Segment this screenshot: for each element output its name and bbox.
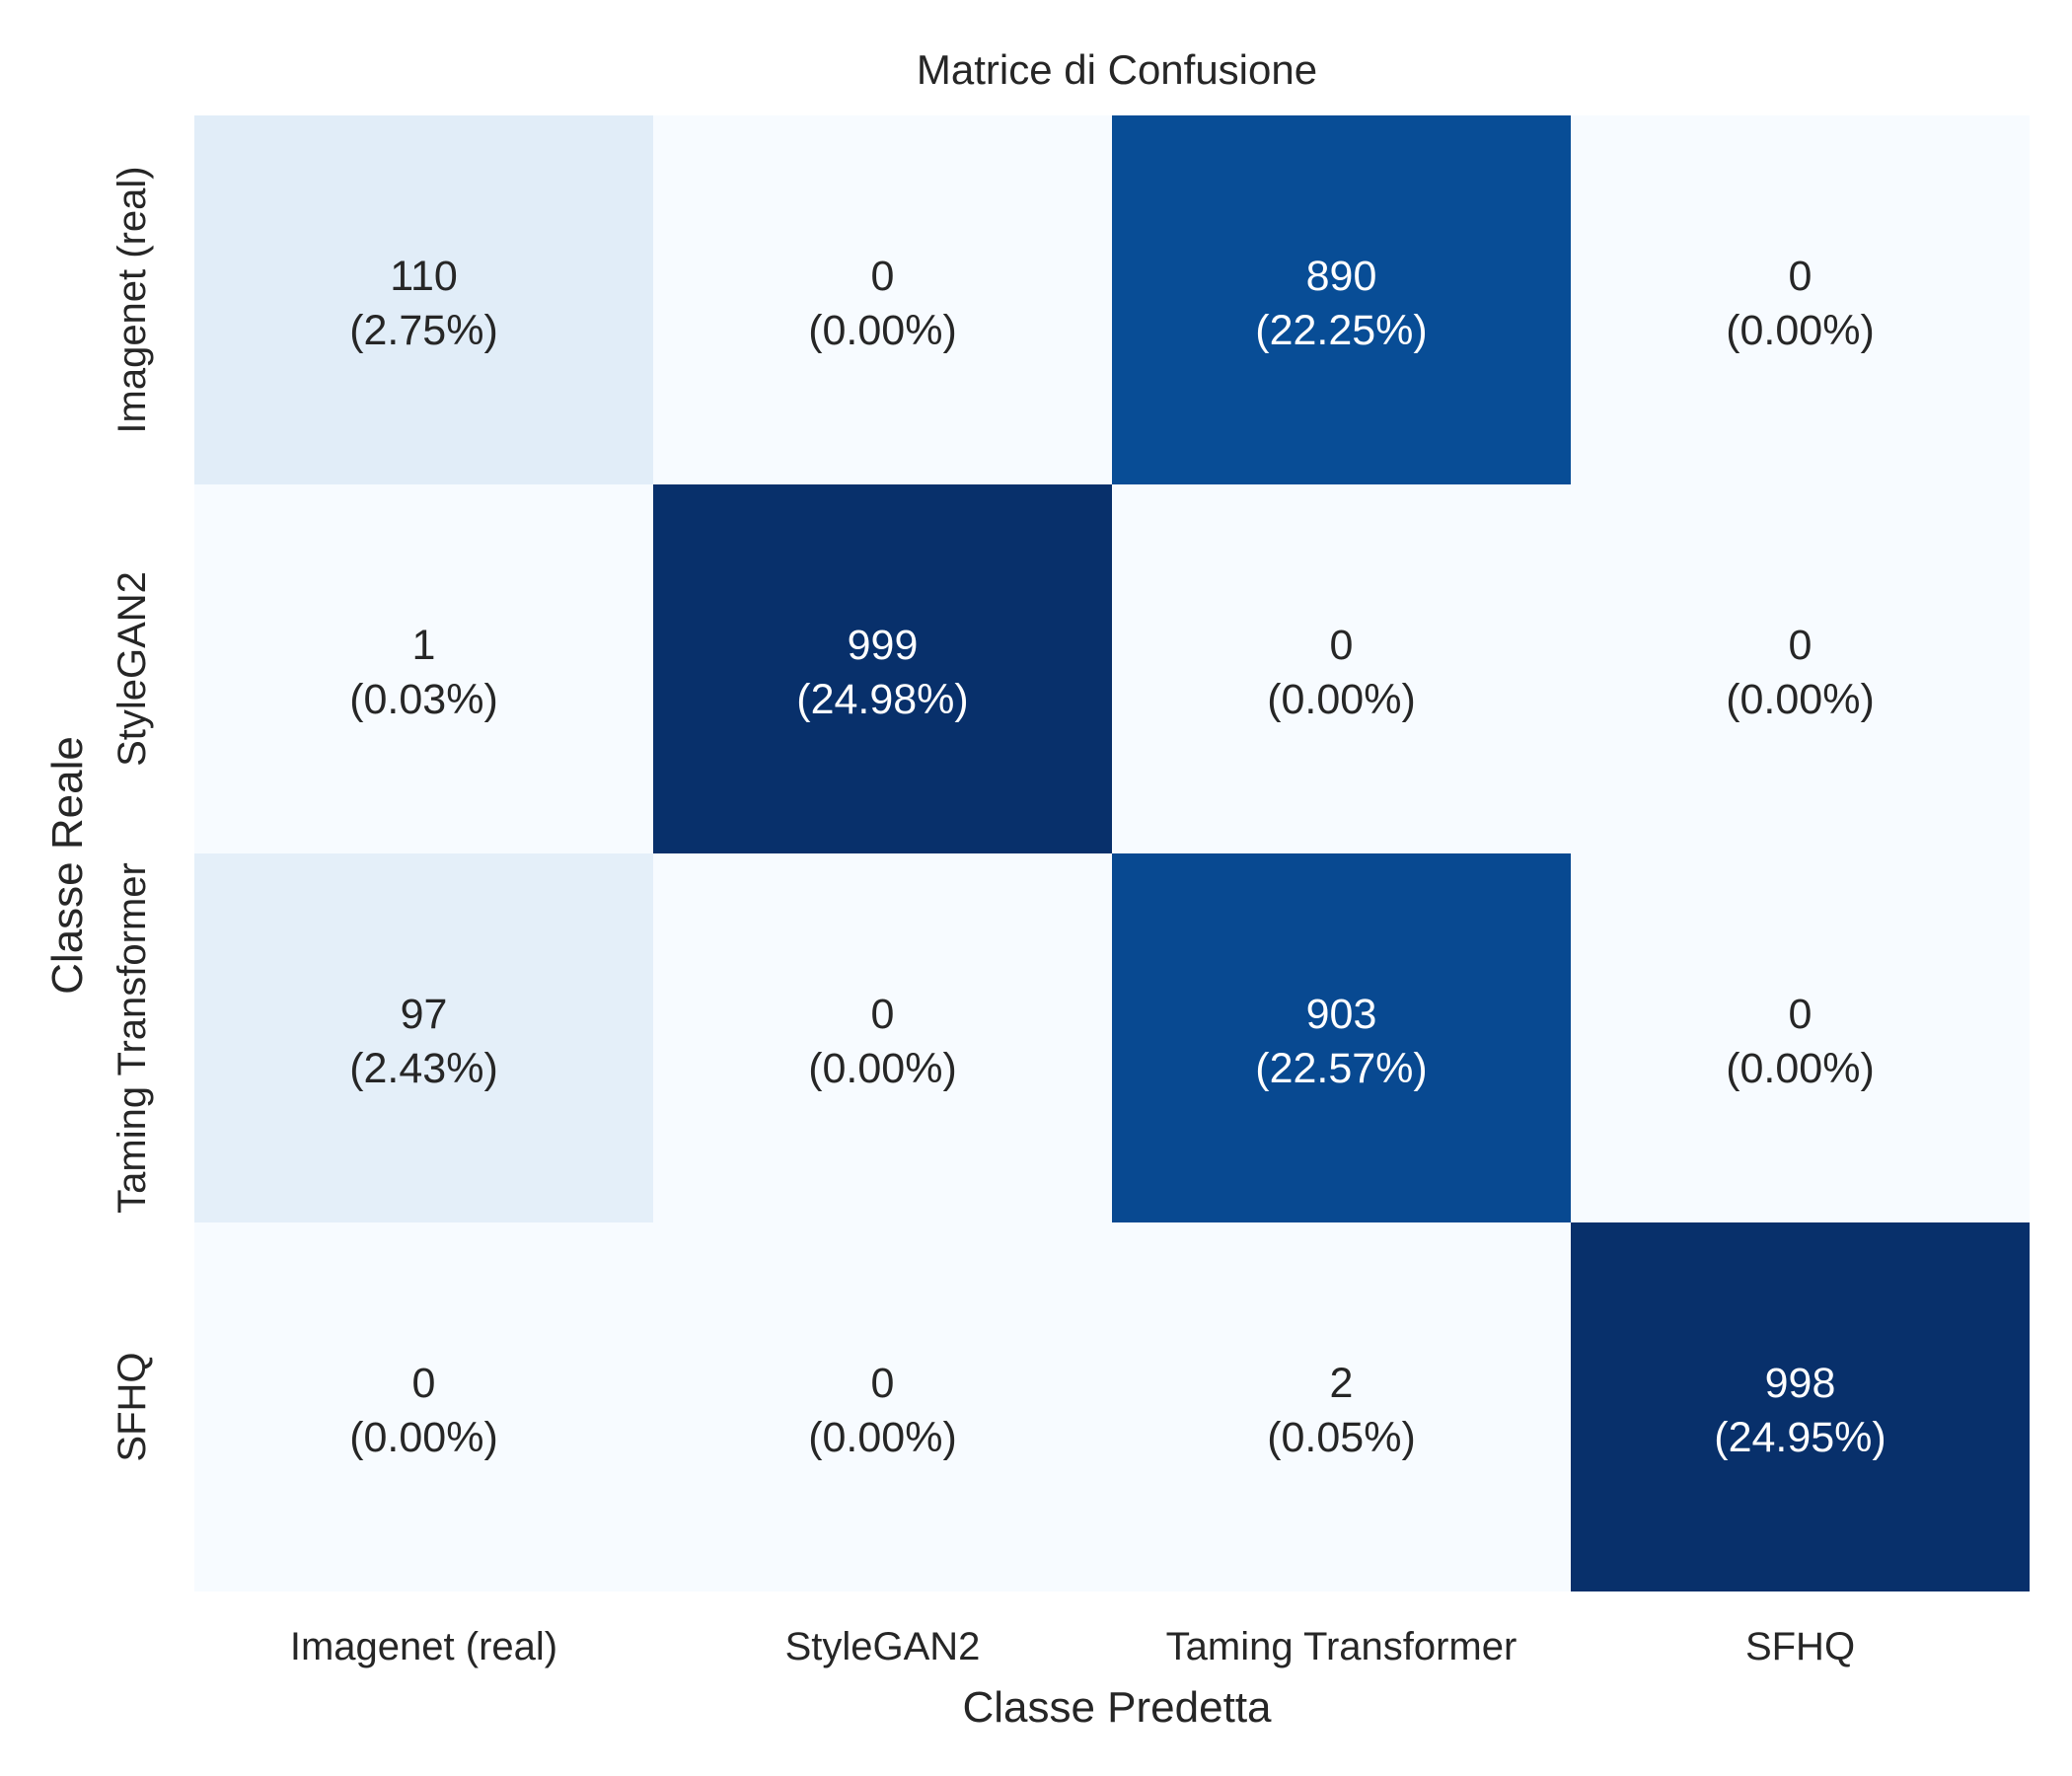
cell-percent-label-r2-c3: (0.00%) [1726,1045,1875,1092]
cell-count-label-r2-c3: 0 [1789,991,1813,1038]
heatmap-cell-r3-c2 [1112,1222,1571,1591]
cell-count-label-r2-c2: 903 [1306,991,1377,1038]
x-axis-label: Classe Predetta [962,1683,1272,1732]
cell-percent-label-r1-c1: (24.98%) [796,676,968,723]
y-tick-label-0: Imagenet (real) [111,166,154,433]
x-tick-label-0: Imagenet (real) [290,1625,557,1668]
heatmap-cell-r0-c2 [1112,115,1571,484]
cell-percent-label-r1-c0: (0.03%) [349,676,498,723]
y-tick-label-3: SFHQ [111,1352,154,1461]
y-tick-label-1: StyleGAN2 [111,571,154,767]
heatmap-cells: 110 (2.75%) 0 (0.00%) 890 (22.25%) 0 (0.00%) 1 (0… [194,115,2030,1591]
heatmap-cell-r3-c0 [194,1222,653,1591]
cell-count-label-r0-c0: 110 [390,253,458,300]
cell-count-label-r1-c2: 0 [1330,622,1354,669]
cell-count-label-r3-c3: 998 [1765,1360,1836,1407]
heatmap-cell-r2-c3 [1571,853,2030,1222]
heatmap-cell-r3-c1 [653,1222,1112,1591]
cell-count-label-r0-c3: 0 [1789,253,1813,300]
x-tick-label-2: Taming Transformer [1166,1625,1517,1668]
cell-count-label-r2-c0: 97 [401,991,448,1038]
cell-percent-label-r0-c3: (0.00%) [1726,307,1875,354]
cell-count-label-r3-c0: 0 [412,1360,436,1407]
x-tick-labels: Imagenet (real) StyleGAN2 Taming Transform… [290,1625,1855,1668]
heatmap-cell-r1-c2 [1112,484,1571,853]
cell-percent-label-r2-c0: (2.43%) [349,1045,498,1092]
cell-count-label-r1-c1: 999 [848,622,919,669]
x-tick-label-3: SFHQ [1745,1625,1855,1668]
cell-percent-label-r1-c2: (0.00%) [1267,676,1416,723]
cell-count-label-r0-c2: 890 [1306,253,1377,300]
cell-percent-label-r0-c0: (2.75%) [349,307,498,354]
chart-title: Matrice di Confusione [917,46,1317,93]
heatmap-cell-r0-c1 [653,115,1112,484]
cell-percent-label-r3-c2: (0.05%) [1267,1414,1416,1461]
heatmap-cell-r2-c1 [653,853,1112,1222]
heatmap-cell-r2-c0 [194,853,653,1222]
heatmap-cell-r0-c3 [1571,115,2030,484]
cell-percent-label-r1-c3: (0.00%) [1726,676,1875,723]
cell-percent-label-r2-c1: (0.00%) [808,1045,957,1092]
y-tick-label-2: Taming Transformer [111,862,154,1214]
heatmap-cell-r2-c2 [1112,853,1571,1222]
cell-percent-label-r0-c2: (22.25%) [1255,307,1427,354]
y-axis-label: Classe Reale [43,736,92,995]
heatmap-cell-r3-c3 [1571,1222,2030,1591]
x-tick-label-1: StyleGAN2 [785,1625,981,1668]
cell-percent-label-r3-c0: (0.00%) [349,1414,498,1461]
heatmap-cell-r1-c0 [194,484,653,853]
cell-percent-label-r0-c1: (0.00%) [808,307,957,354]
y-tick-labels: Imagenet (real) StyleGAN2 Taming Transform… [111,166,154,1461]
heatmap-cell-r1-c1 [653,484,1112,853]
heatmap-cell-r0-c0 [194,115,653,484]
cell-count-label-r1-c0: 1 [412,622,436,669]
cell-percent-label-r3-c3: (24.95%) [1714,1414,1886,1461]
cell-count-label-r1-c3: 0 [1789,622,1813,669]
cell-count-label-r2-c1: 0 [871,991,895,1038]
heatmap-cell-r1-c3 [1571,484,2030,853]
cell-percent-label-r3-c1: (0.00%) [808,1414,957,1461]
cell-count-label-r0-c1: 0 [871,253,895,300]
cell-percent-label-r2-c2: (22.57%) [1255,1045,1427,1092]
cell-count-label-r3-c1: 0 [871,1360,895,1407]
cell-count-label-r3-c2: 2 [1330,1360,1354,1407]
